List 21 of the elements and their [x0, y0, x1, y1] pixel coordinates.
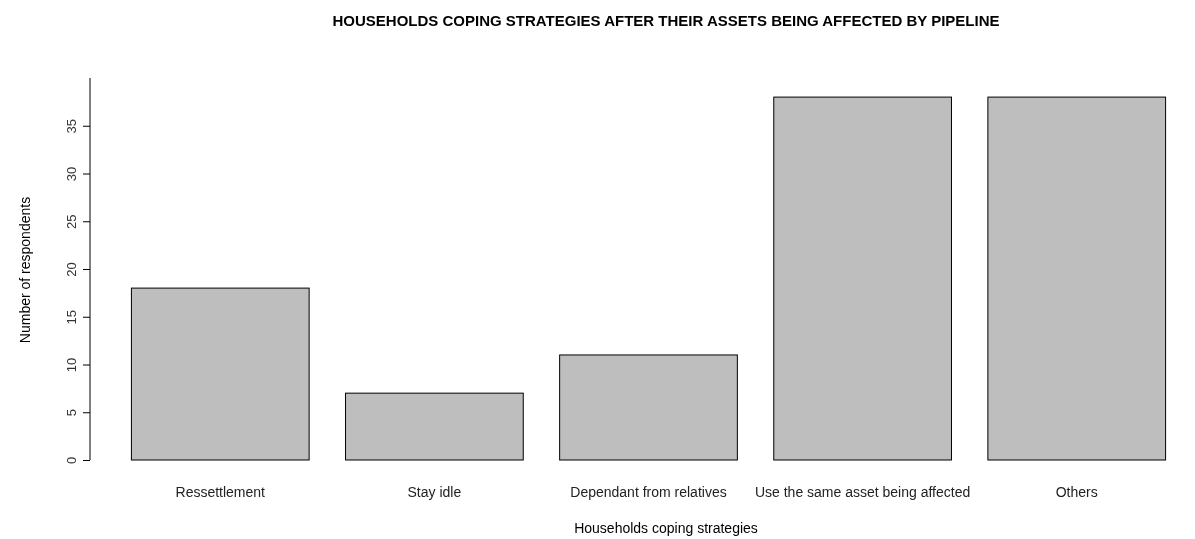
y-tick-label: 30	[63, 166, 79, 182]
bar	[559, 354, 738, 461]
y-tick-label: 5	[63, 409, 79, 417]
chart-title: HOUSEHOLDS COPING STRATEGIES AFTER THEIR ASSETS BEING AFFECTED BY PIPELINE	[332, 12, 1000, 29]
bar	[773, 96, 952, 461]
y-tick-label: 15	[63, 310, 79, 325]
x-tick-label: Others	[1055, 484, 1098, 500]
x-tick-label: Use the same asset being affected	[754, 484, 971, 500]
bar	[987, 96, 1167, 461]
x-tick-label: Dependant from relatives	[570, 484, 727, 500]
bar	[130, 287, 310, 461]
x-axis-title: Households coping strategies	[574, 520, 758, 536]
x-tick-label: Stay idle	[407, 484, 462, 500]
y-tick-label: 10	[63, 357, 79, 373]
y-axis-title: Number of respondents	[17, 196, 33, 344]
y-tick-label: 20	[63, 262, 79, 277]
y-tick-label: 35	[63, 119, 79, 134]
y-tick-label: 0	[63, 456, 79, 465]
x-tick-label: Ressettlement	[175, 484, 266, 500]
bar	[345, 392, 524, 461]
y-tick-label: 25	[63, 214, 79, 229]
